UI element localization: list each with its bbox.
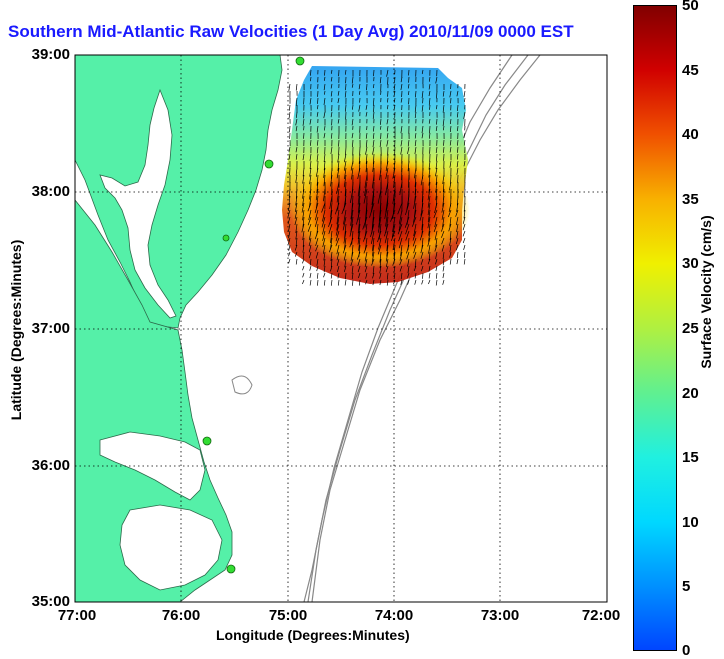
lon-tick-73: 73:00: [480, 607, 520, 624]
station-hatteras: [226, 564, 236, 574]
lon-tick-72: 72:00: [581, 607, 621, 624]
bathymetry-island: [231, 375, 253, 395]
lat-tick-39: 39:00: [31, 46, 70, 63]
colorbar-tick-5: 5: [682, 578, 691, 595]
colorbar-tick-10: 10: [682, 514, 699, 531]
colorbar-tick-30: 30: [682, 255, 699, 272]
colorbar-tick-45: 45: [682, 62, 699, 79]
chesapeake-bay: [99, 88, 177, 319]
colorbar-label: Surface Velocity (cm/s): [698, 215, 714, 369]
velocity-vectors: [287, 69, 466, 286]
station-duck: [202, 436, 212, 446]
lat-tick-35: 35:00: [31, 593, 70, 610]
pamlico-sound: [119, 504, 223, 591]
colorbar-tick-50: 50: [682, 0, 699, 14]
colorbar-tick-20: 20: [682, 385, 699, 402]
land-delmarva: [75, 55, 283, 329]
colorbar-tick-35: 35: [682, 191, 699, 208]
colorbar-tick-15: 15: [682, 449, 699, 466]
station-assateague: [264, 159, 274, 169]
lat-tick-36: 36:00: [31, 457, 70, 474]
colorbar-tick-40: 40: [682, 126, 699, 143]
lon-tick-74: 74:00: [374, 607, 414, 624]
plot-frame: [74, 54, 608, 603]
colorbar: [633, 5, 677, 651]
plot-title: Southern Mid-Atlantic Raw Velocities (1 …: [8, 22, 574, 41]
colorbar-fill: [633, 5, 677, 651]
lat-tick-38: 38:00: [31, 183, 70, 200]
y-axis-label: Latitude (Degrees:Minutes): [8, 239, 24, 421]
lon-tick-75: 75:00: [268, 607, 308, 624]
lon-tick-76: 76:00: [161, 607, 201, 624]
land-west-shore: [75, 199, 233, 602]
colorbar-tick-25: 25: [682, 320, 699, 337]
station-virginia: [222, 234, 230, 242]
station-delaware: [295, 56, 305, 66]
colorbar-tick-0: 0: [682, 642, 691, 659]
lat-tick-37: 37:00: [31, 320, 70, 337]
x-axis-label: Longitude (Degrees:Minutes): [216, 627, 410, 643]
graticule: [75, 55, 607, 602]
lon-tick-77: 77:00: [57, 607, 97, 624]
bathymetry-contour-3: [303, 55, 513, 602]
